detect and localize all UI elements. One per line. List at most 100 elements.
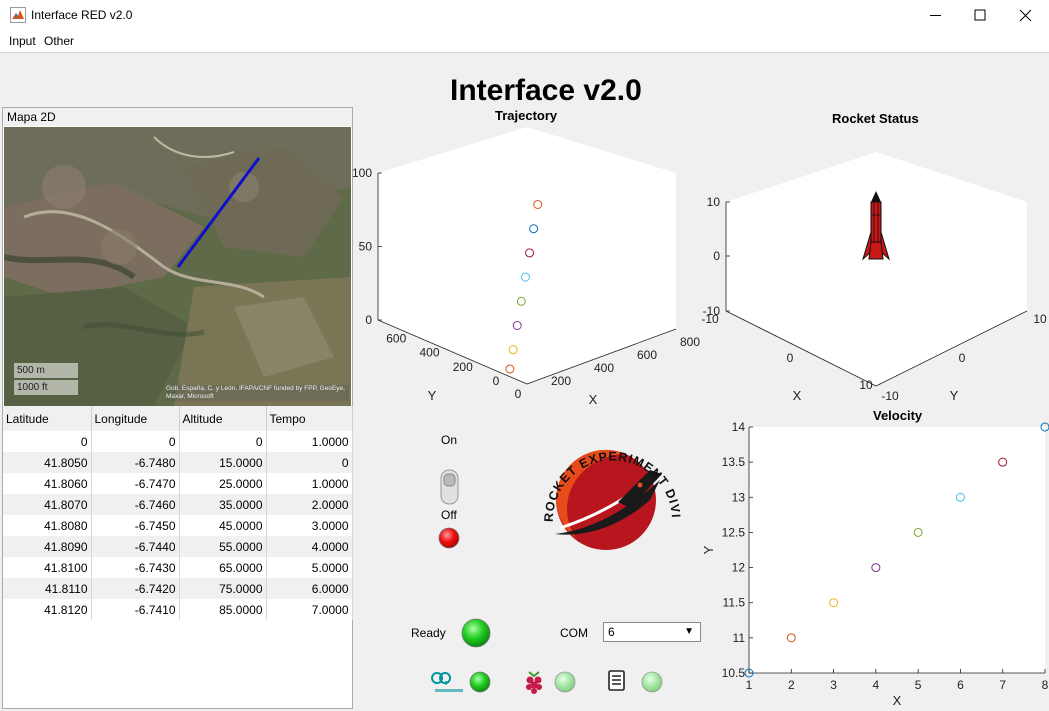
table-row[interactable]: 41.8080 -6.7450 45.0000 3.0000 <box>3 515 353 536</box>
table-cell[interactable]: 41.8120 <box>3 599 92 620</box>
trajectory-point <box>512 321 522 330</box>
column-header[interactable]: Latitude <box>3 406 92 431</box>
velocity-x-tick-label: 4 <box>873 678 880 692</box>
map-imagery <box>4 127 351 406</box>
table-cell[interactable]: 55.0000 <box>179 536 267 557</box>
velocity-point <box>786 633 796 643</box>
x-axis-label: X <box>589 392 598 407</box>
table-cell[interactable]: -6.7410 <box>91 599 180 620</box>
arduino-lamp <box>469 671 491 693</box>
menu-input[interactable]: Input <box>9 34 36 48</box>
z-tick-label: 100 <box>352 166 372 180</box>
column-header[interactable]: Tempo <box>266 406 353 431</box>
z-tick-label: 50 <box>359 240 373 254</box>
rocket-y-tick-label: -10 <box>881 389 899 403</box>
table-cell[interactable]: 2.0000 <box>266 494 353 515</box>
table-row[interactable]: 41.8090 -6.7440 55.0000 4.0000 <box>3 536 353 557</box>
table-cell[interactable]: 6.0000 <box>266 578 353 599</box>
minimize-icon[interactable] <box>912 0 958 31</box>
trajectory-point <box>525 248 535 258</box>
table-cell[interactable]: 5.0000 <box>266 557 353 578</box>
document-icon <box>608 670 625 691</box>
telemetry-table[interactable]: Latitude Longitude Altitude Tempo 0 0 0 1.0… <box>3 406 353 620</box>
close-icon[interactable] <box>1003 0 1049 31</box>
table-row[interactable]: 41.8120 -6.7410 85.0000 7.0000 <box>3 599 353 620</box>
table-row[interactable]: 41.8050 -6.7480 15.0000 0 <box>3 452 353 473</box>
table-row[interactable]: 41.8100 -6.7430 65.0000 5.0000 <box>3 557 353 578</box>
table-cell[interactable]: 45.0000 <box>179 515 267 536</box>
table-cell[interactable]: 1.0000 <box>266 431 353 452</box>
menu-other[interactable]: Other <box>44 34 75 48</box>
panel-header: Mapa 2D <box>3 108 352 126</box>
table-cell[interactable]: -6.7430 <box>91 557 180 578</box>
table-cell[interactable]: 41.8070 <box>3 494 92 515</box>
log-lamp <box>641 671 663 693</box>
table-cell[interactable]: -6.7470 <box>91 473 180 494</box>
com-port-select[interactable]: 6 ▼ <box>603 622 701 642</box>
rocket-x-axis-line <box>875 310 1028 387</box>
arduino-icon <box>431 672 463 692</box>
table-cell[interactable]: 85.0000 <box>179 599 267 620</box>
table-cell[interactable]: 41.8050 <box>3 452 92 473</box>
table-cell[interactable]: 1.0000 <box>266 473 353 494</box>
trajectory-path <box>176 157 261 268</box>
table-cell[interactable]: 65.0000 <box>179 557 267 578</box>
table-cell[interactable]: 75.0000 <box>179 578 267 599</box>
velocity-x-tick-label: 2 <box>788 678 795 692</box>
table-row[interactable]: 0 0 0 1.0000 <box>3 431 353 452</box>
panel-title: Mapa 2D <box>7 110 56 124</box>
velocity-point <box>913 527 923 537</box>
table-cell[interactable]: 41.8090 <box>3 536 92 557</box>
velocity-y-tick-label: 11.5 <box>723 596 746 610</box>
velocity-point <box>871 563 881 573</box>
window-titlebar: Interface RED v2.0 <box>0 0 1049 31</box>
rocket-y-axis-label: Y <box>950 388 959 403</box>
table-cell[interactable]: 0 <box>266 452 353 473</box>
maximize-icon[interactable] <box>957 0 1003 31</box>
trajectory-point <box>505 364 515 374</box>
table-cell[interactable]: 41.8060 <box>3 473 92 494</box>
velocity-plot-area <box>749 427 1045 673</box>
table-cell[interactable]: -6.7440 <box>91 536 180 557</box>
x-tick-label: 200 <box>551 374 571 388</box>
velocity-x-tick-label: 8 <box>1042 678 1049 692</box>
table-cell[interactable]: 7.0000 <box>266 599 353 620</box>
table-cell[interactable]: 0 <box>91 431 180 452</box>
table-cell[interactable]: 25.0000 <box>179 473 267 494</box>
table-cell[interactable]: -6.7420 <box>91 578 180 599</box>
table-cell[interactable]: 15.0000 <box>179 452 267 473</box>
map-credit: Gob. España, C. y León, IFAPA/CNF funded… <box>166 385 349 401</box>
table-cell[interactable]: -6.7460 <box>91 494 180 515</box>
column-header[interactable]: Longitude <box>91 406 180 431</box>
com-port-value: 6 <box>608 625 615 639</box>
switch-on-label: On <box>441 433 458 447</box>
rocket-status-title: Rocket Status <box>832 111 919 126</box>
velocity-y-tick-label: 13 <box>732 490 746 504</box>
column-header[interactable]: Altitude <box>179 406 267 431</box>
table-row[interactable]: 41.8110 -6.7420 75.0000 6.0000 <box>3 578 353 599</box>
page-title: Interface v2.0 <box>450 74 642 107</box>
table-row[interactable]: 41.8060 -6.7470 25.0000 1.0000 <box>3 473 353 494</box>
x-tick-label: 600 <box>637 348 657 362</box>
y-axis-label: Y <box>428 388 437 403</box>
rocket-z-tick-label: -10 <box>703 304 721 318</box>
table-cell[interactable]: 3.0000 <box>266 515 353 536</box>
rocket-z-tick-label: 0 <box>713 249 720 263</box>
velocity-x-tick-label: 7 <box>999 678 1006 692</box>
velocity-y-tick-label: 13.5 <box>722 455 746 469</box>
table-cell[interactable]: 41.8110 <box>3 578 92 599</box>
ready-label: Ready <box>411 626 446 640</box>
x-tick-label: 400 <box>594 361 614 375</box>
table-cell[interactable]: 41.8080 <box>3 515 92 536</box>
table-row[interactable]: 41.8070 -6.7460 35.0000 2.0000 <box>3 494 353 515</box>
table-cell[interactable]: -6.7450 <box>91 515 180 536</box>
table-cell[interactable]: 0 <box>3 431 92 452</box>
table-cell[interactable]: 4.0000 <box>266 536 353 557</box>
table-cell[interactable]: 35.0000 <box>179 494 267 515</box>
trajectory-point <box>529 224 539 234</box>
table-cell[interactable]: 41.8100 <box>3 557 92 578</box>
table-cell[interactable]: 0 <box>179 431 267 452</box>
rocket-y-tick-label: 10 <box>1033 312 1047 326</box>
satellite-map[interactable]: 500 m 1000 ft Gob. España, C. y León, IF… <box>4 127 351 406</box>
table-cell[interactable]: -6.7480 <box>91 452 180 473</box>
